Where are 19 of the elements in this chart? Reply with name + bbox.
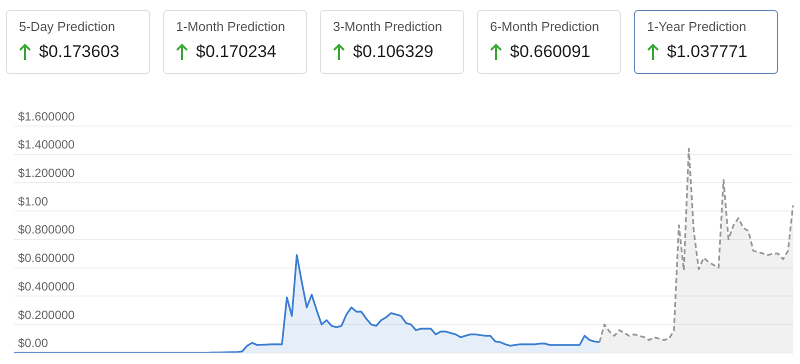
text: $0.106329 <box>353 42 434 62</box>
text: $0.173603 <box>39 42 120 62</box>
text: $1.037771 <box>667 42 748 62</box>
y-tick-label: $1.400000 <box>18 138 76 152</box>
y-tick-label: $0.800000 <box>18 222 76 237</box>
y-tick-label: $0.400000 <box>18 279 76 294</box>
text: 1-Month Prediction <box>176 19 286 34</box>
y-tick-label: $1.600000 <box>18 109 76 124</box>
text: $0.660091 <box>510 42 590 62</box>
y-tick-label: $0.00 <box>18 336 48 350</box>
text: $0.170234 <box>196 42 276 62</box>
y-tick-label: $0.600000 <box>18 251 76 266</box>
text: 6-Month Prediction <box>490 19 600 34</box>
y-tick-label: $1.00 <box>18 194 48 208</box>
y-tick-label: $0.200000 <box>18 308 76 322</box>
text: 3-Month Prediction <box>333 19 444 34</box>
y-tick-label: $1.200000 <box>18 166 76 180</box>
text: 1-Year Prediction <box>647 19 748 34</box>
text: 5-Day Prediction <box>19 19 116 34</box>
